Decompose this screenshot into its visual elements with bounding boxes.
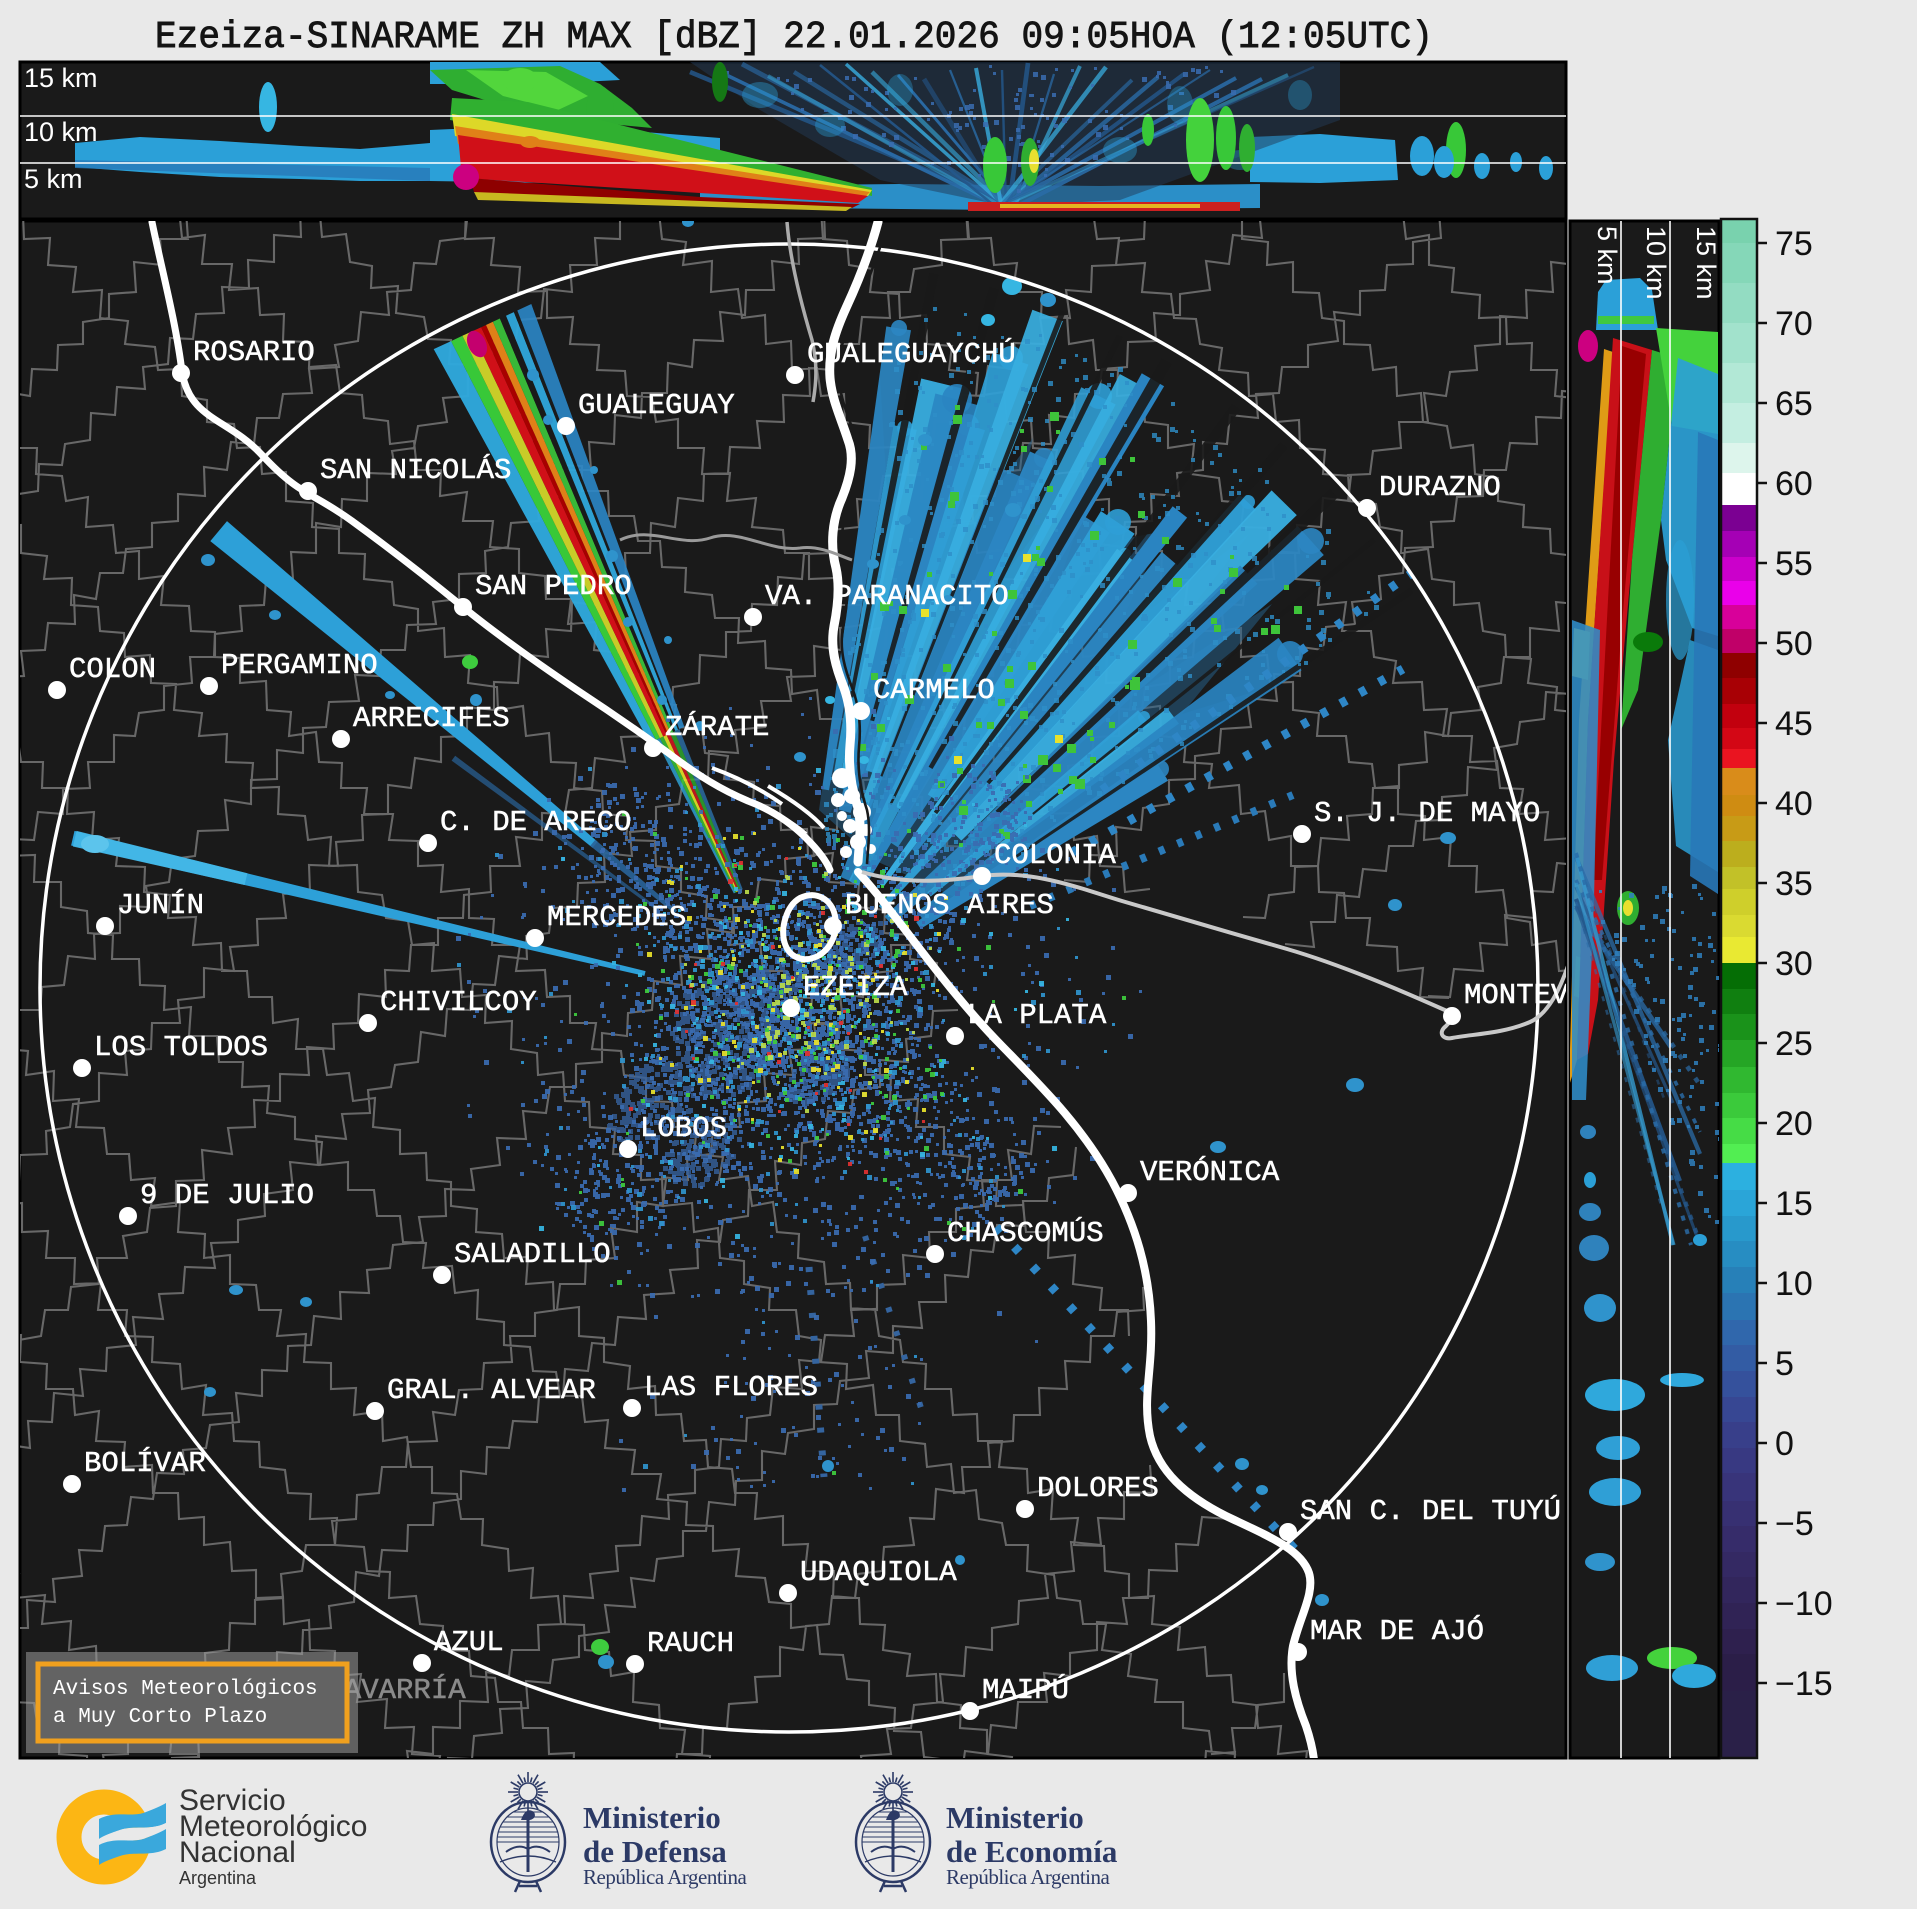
svg-text:JUNÍN: JUNÍN bbox=[117, 888, 204, 922]
svg-text:MAIPÚ: MAIPÚ bbox=[982, 1673, 1069, 1707]
svg-text:S. J. DE MAYO: S. J. DE MAYO bbox=[1314, 797, 1540, 830]
svg-text:VERÓNICA: VERÓNICA bbox=[1140, 1155, 1280, 1189]
svg-text:CHIVILCOY: CHIVILCOY bbox=[380, 986, 537, 1019]
svg-text:ZÁRATE: ZÁRATE bbox=[665, 710, 769, 744]
svg-text:DOLORES: DOLORES bbox=[1037, 1472, 1159, 1505]
svg-text:Servicio: Servicio bbox=[179, 1784, 286, 1817]
svg-text:de Defensa: de Defensa bbox=[583, 1834, 727, 1869]
svg-text:MERCEDES: MERCEDES bbox=[547, 901, 686, 934]
svg-text:10 km: 10 km bbox=[1641, 226, 1671, 300]
svg-text:República Argentina: República Argentina bbox=[946, 1865, 1110, 1889]
svg-text:45: 45 bbox=[1775, 705, 1813, 743]
svg-text:AZUL: AZUL bbox=[434, 1626, 504, 1659]
svg-text:EZEIZA: EZEIZA bbox=[803, 971, 908, 1004]
svg-text:CHASCOMÚS: CHASCOMÚS bbox=[947, 1216, 1104, 1250]
svg-text:Ministerio: Ministerio bbox=[583, 1800, 721, 1835]
svg-text:55: 55 bbox=[1775, 545, 1813, 583]
svg-text:−5: −5 bbox=[1775, 1505, 1814, 1543]
svg-text:Avisos Meteorológicos: Avisos Meteorológicos bbox=[53, 1678, 318, 1701]
svg-text:MONTEVIDEO: MONTEVIDEO bbox=[1464, 979, 1638, 1012]
svg-text:GUALEGUAY: GUALEGUAY bbox=[578, 389, 735, 422]
svg-text:BOLÍVAR: BOLÍVAR bbox=[84, 1446, 206, 1480]
svg-text:Argentina: Argentina bbox=[179, 1868, 257, 1888]
svg-text:SAN PEDRO: SAN PEDRO bbox=[475, 570, 632, 603]
svg-text:CARMELO: CARMELO bbox=[873, 674, 995, 707]
svg-text:UDAQUIOLA: UDAQUIOLA bbox=[800, 1556, 957, 1589]
svg-text:LA PLATA: LA PLATA bbox=[967, 999, 1107, 1032]
svg-text:70: 70 bbox=[1775, 305, 1813, 343]
svg-text:30: 30 bbox=[1775, 945, 1813, 983]
svg-text:5 km: 5 km bbox=[1592, 226, 1622, 285]
svg-text:ROSARIO: ROSARIO bbox=[193, 336, 315, 369]
svg-text:15: 15 bbox=[1775, 1185, 1813, 1223]
svg-text:−10: −10 bbox=[1775, 1585, 1833, 1623]
svg-text:ARRECIFES: ARRECIFES bbox=[353, 702, 510, 735]
svg-text:Meteorológico: Meteorológico bbox=[179, 1810, 367, 1843]
svg-text:5 km: 5 km bbox=[24, 164, 83, 194]
svg-text:República Argentina: República Argentina bbox=[583, 1865, 747, 1889]
svg-text:60: 60 bbox=[1775, 465, 1813, 503]
svg-text:PERGAMINO: PERGAMINO bbox=[221, 649, 378, 682]
svg-text:COLON: COLON bbox=[69, 653, 156, 686]
svg-text:a Muy Corto Plazo: a Muy Corto Plazo bbox=[53, 1706, 267, 1729]
svg-text:5: 5 bbox=[1775, 1345, 1794, 1383]
svg-text:GUALEGUAYCHÚ: GUALEGUAYCHÚ bbox=[807, 337, 1016, 371]
svg-text:25: 25 bbox=[1775, 1025, 1813, 1063]
svg-text:9 DE JULIO: 9 DE JULIO bbox=[140, 1179, 314, 1212]
svg-text:LOBOS: LOBOS bbox=[640, 1112, 727, 1145]
svg-text:0: 0 bbox=[1775, 1425, 1794, 1463]
svg-text:COLONIA: COLONIA bbox=[994, 839, 1116, 872]
svg-text:SAN NICOLÁS: SAN NICOLÁS bbox=[320, 453, 511, 487]
svg-text:10 km: 10 km bbox=[24, 117, 98, 147]
svg-text:75: 75 bbox=[1775, 225, 1813, 263]
svg-text:15 km: 15 km bbox=[24, 63, 98, 93]
svg-text:Ezeiza-SINARAME ZH MAX [dBZ] 2: Ezeiza-SINARAME ZH MAX [dBZ] 22.01.2026 … bbox=[155, 16, 1433, 59]
svg-text:40: 40 bbox=[1775, 785, 1813, 823]
svg-text:Nacional: Nacional bbox=[179, 1836, 296, 1869]
svg-text:LAS FLORES: LAS FLORES bbox=[644, 1371, 818, 1404]
svg-text:10: 10 bbox=[1775, 1265, 1813, 1303]
svg-text:VA. PARANACITO: VA. PARANACITO bbox=[765, 580, 1009, 613]
svg-text:de Economía: de Economía bbox=[946, 1834, 1118, 1869]
svg-text:SALADILLO: SALADILLO bbox=[454, 1238, 611, 1271]
svg-text:35: 35 bbox=[1775, 865, 1813, 903]
svg-text:BUENOS AIRES: BUENOS AIRES bbox=[845, 889, 1054, 922]
svg-text:DURAZNO: DURAZNO bbox=[1379, 471, 1501, 504]
svg-text:LOS TOLDOS: LOS TOLDOS bbox=[94, 1031, 268, 1064]
svg-text:65: 65 bbox=[1775, 385, 1813, 423]
svg-text:−15: −15 bbox=[1775, 1665, 1833, 1703]
svg-text:SAN C. DEL TUYÚ: SAN C. DEL TUYÚ bbox=[1300, 1494, 1561, 1528]
svg-text:50: 50 bbox=[1775, 625, 1813, 663]
svg-text:20: 20 bbox=[1775, 1105, 1813, 1143]
svg-text:Ministerio: Ministerio bbox=[946, 1800, 1084, 1835]
svg-text:GRAL. ALVEAR: GRAL. ALVEAR bbox=[387, 1374, 596, 1407]
svg-text:C. DE ARECO: C. DE ARECO bbox=[440, 806, 631, 839]
svg-text:RAUCH: RAUCH bbox=[647, 1627, 734, 1660]
svg-text:MAR DE AJÓ: MAR DE AJÓ bbox=[1310, 1614, 1484, 1648]
svg-text:15 km: 15 km bbox=[1691, 226, 1721, 300]
